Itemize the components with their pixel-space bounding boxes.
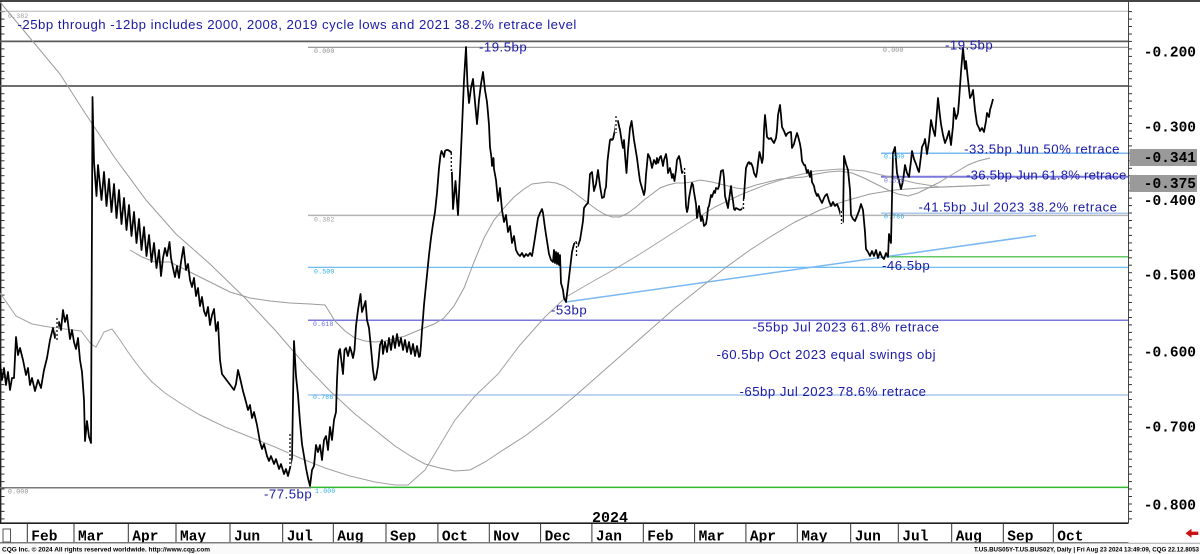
svg-text:May: May: [180, 530, 206, 546]
svg-text:2024: 2024: [592, 510, 628, 527]
svg-text:Mar: Mar: [78, 530, 104, 546]
svg-text:Jan: Jan: [596, 530, 622, 546]
svg-text:Apr: Apr: [132, 530, 158, 546]
svg-text:0.786: 0.786: [884, 214, 905, 221]
svg-text:T.US.BUS05Y-T.US.BUS02Y, Daily: T.US.BUS05Y-T.US.BUS02Y, Daily | Fri Aug…: [974, 547, 1200, 554]
svg-text:0.382: 0.382: [8, 13, 29, 20]
svg-text:-0.375: -0.375: [1144, 177, 1196, 193]
svg-text:Dec: Dec: [545, 530, 571, 546]
svg-text:-41.5bp Jul 2023 38.2% retrace: -41.5bp Jul 2023 38.2% retrace: [918, 200, 1117, 215]
svg-text:0.000: 0.000: [8, 489, 29, 496]
svg-text:-19.5bp: -19.5bp: [479, 40, 527, 55]
svg-text:0.618: 0.618: [313, 321, 334, 328]
svg-text:-33.5bp Jun 50% retrace: -33.5bp Jun 50% retrace: [964, 142, 1120, 157]
svg-text:-0.341: -0.341: [1144, 151, 1197, 167]
svg-text:Jun: Jun: [855, 530, 881, 546]
svg-text:Aug: Aug: [337, 530, 363, 546]
svg-text:Feb: Feb: [31, 530, 57, 546]
svg-text:-46.5bp: -46.5bp: [882, 258, 930, 273]
svg-text:Sep: Sep: [390, 530, 416, 546]
svg-text:-25bp through -12bp includes 2: -25bp through -12bp includes 2000, 2008,…: [18, 17, 577, 32]
svg-text:-55bp Jul 2023 61.8% retrace: -55bp Jul 2023 61.8% retrace: [753, 320, 940, 335]
svg-text:Apr: Apr: [750, 530, 776, 546]
svg-text:-0.800: -0.800: [1144, 499, 1196, 515]
svg-text:0.382: 0.382: [314, 217, 335, 224]
svg-text:-77.5bp: -77.5bp: [264, 487, 312, 502]
svg-text:0.000: 0.000: [883, 47, 904, 54]
svg-text:-53bp: -53bp: [551, 303, 587, 318]
svg-text:Mar: Mar: [699, 530, 725, 546]
svg-text:May: May: [801, 530, 827, 546]
svg-text:0.500: 0.500: [884, 154, 905, 161]
svg-text:CQG Inc. © 2024 All rights res: CQG Inc. © 2024 All rights reserved worl…: [2, 546, 210, 554]
svg-text:0.500: 0.500: [314, 269, 335, 276]
svg-text:Oct: Oct: [1057, 530, 1083, 546]
svg-text:-0.500: -0.500: [1144, 269, 1196, 285]
svg-text:Jun: Jun: [234, 530, 260, 546]
svg-text:-0.600: -0.600: [1144, 346, 1196, 362]
svg-text:0.000: 0.000: [314, 48, 335, 55]
svg-text:-65bp Jul 2023 78.6% retrace: -65bp Jul 2023 78.6% retrace: [740, 384, 927, 399]
svg-text:Sep: Sep: [1007, 530, 1033, 546]
svg-text:0.786: 0.786: [313, 394, 334, 401]
svg-text:-0.400: -0.400: [1144, 194, 1196, 210]
svg-text:Jul: Jul: [902, 530, 928, 546]
svg-text:1.000: 1.000: [315, 488, 336, 495]
svg-text:-0.300: -0.300: [1144, 121, 1196, 137]
svg-text:-0.700: -0.700: [1144, 421, 1196, 437]
svg-text:Feb: Feb: [647, 530, 673, 546]
svg-text:-60.5bp Oct 2023 equal swings: -60.5bp Oct 2023 equal swings obj: [717, 347, 937, 362]
svg-text:-36.5bp Jun 61.8% retrace: -36.5bp Jun 61.8% retrace: [966, 168, 1126, 183]
svg-text:-0.200: -0.200: [1144, 46, 1196, 62]
svg-text:Oct: Oct: [442, 530, 468, 546]
svg-text:0.618: 0.618: [884, 178, 905, 185]
svg-text:Jul: Jul: [287, 530, 313, 546]
svg-text:Nov: Nov: [493, 530, 519, 546]
svg-text:-19.5bp: -19.5bp: [945, 38, 993, 53]
svg-text:Aug: Aug: [956, 530, 982, 546]
